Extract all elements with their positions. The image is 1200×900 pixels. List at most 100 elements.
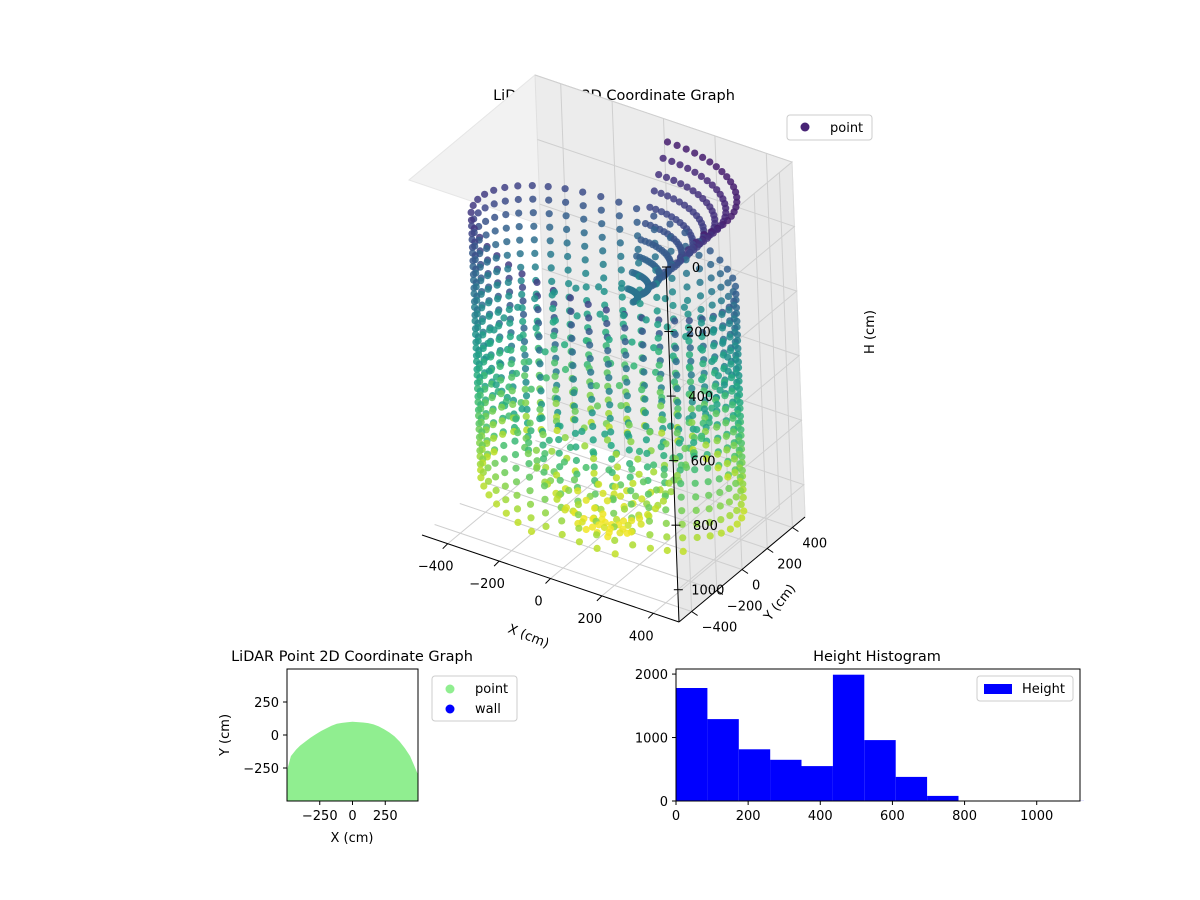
chart-3d-point xyxy=(493,281,501,289)
chart-3d-point xyxy=(650,344,658,352)
histogram-xtick-label: 1000 xyxy=(1020,809,1053,824)
chart-3d-point xyxy=(571,407,579,415)
chart-3d-point xyxy=(644,490,653,498)
chart-3d-point xyxy=(736,399,744,407)
chart-3d-point xyxy=(740,507,748,515)
chart-3d-point xyxy=(570,389,578,397)
chart-3d-point xyxy=(635,470,643,478)
chart-3d-point xyxy=(683,296,692,305)
chart-3d-point xyxy=(514,429,522,437)
chart-3d-point xyxy=(582,283,590,291)
chart-3d-point xyxy=(540,482,549,490)
chart-3d-point xyxy=(482,217,490,225)
chart-3d-point xyxy=(502,509,510,517)
chart-3d-point xyxy=(573,470,581,478)
chart-3d-point xyxy=(700,387,708,395)
chart-3d-point xyxy=(588,523,597,531)
chart-3d-point xyxy=(702,455,711,463)
chart-3d-point xyxy=(670,176,678,184)
chart-3d-point xyxy=(490,200,498,208)
chart-3d-point xyxy=(642,316,650,324)
chart-3d-xtick xyxy=(493,560,500,567)
chart-2d-ytick-label: 0 xyxy=(271,729,279,744)
chart-3d-point xyxy=(725,498,734,506)
chart-3d-ytick-label: 200 xyxy=(777,558,802,573)
chart-3d-point xyxy=(548,277,556,285)
chart-3d-point xyxy=(488,407,497,415)
chart-3d-point xyxy=(516,250,524,258)
chart-3d-point xyxy=(619,517,628,525)
chart-3d-point xyxy=(684,310,692,318)
chart-3d-point xyxy=(540,468,548,476)
chart-3d-point xyxy=(512,415,520,423)
chart-3d-point xyxy=(668,288,677,296)
chart-3d-point xyxy=(484,464,492,472)
chart-3d-point xyxy=(502,211,510,219)
chart-3d-point xyxy=(568,334,576,343)
chart-3d-point xyxy=(624,521,632,529)
chart-3d-point xyxy=(572,443,580,451)
chart-3d-point xyxy=(509,400,517,408)
chart-3d-point xyxy=(551,359,559,367)
chart-3d-point xyxy=(518,304,526,312)
chart-3d-point xyxy=(582,525,590,534)
chart-3d-point xyxy=(721,392,729,400)
chart-3d-point xyxy=(667,422,675,430)
chart-3d-point xyxy=(739,480,747,488)
chart-3d-point xyxy=(675,439,683,447)
chart-3d-point xyxy=(728,401,737,409)
chart-3d-point xyxy=(674,412,682,420)
chart-3d-point xyxy=(667,488,675,496)
chart-3d-point xyxy=(606,401,614,409)
chart-3d-point xyxy=(634,245,642,253)
chart-3d-point xyxy=(710,342,718,350)
chart-3d-point xyxy=(494,295,502,303)
chart-3d-point xyxy=(722,432,730,440)
chart-3d-point xyxy=(591,504,599,512)
chart-3d-point xyxy=(617,402,625,410)
chart-3d-point xyxy=(590,463,598,471)
chart-3d-point xyxy=(704,478,712,486)
histogram-xtick-label: 200 xyxy=(736,809,761,824)
chart-3d-point xyxy=(687,357,695,365)
chart-3d-point xyxy=(622,365,630,373)
chart-3d-point xyxy=(659,416,667,424)
chart-3d-point xyxy=(735,385,744,393)
chart-3d-xtick xyxy=(647,612,654,619)
chart-3d-point xyxy=(613,463,622,471)
chart-3d-point xyxy=(580,215,588,223)
chart-3d-point xyxy=(569,362,577,370)
chart-3d-point xyxy=(731,469,739,477)
chart-3d-point xyxy=(683,183,691,191)
chart-3d-point xyxy=(488,394,496,402)
histogram-ytick-label: 1000 xyxy=(635,732,668,747)
chart-3d-point xyxy=(697,172,706,180)
chart-3d-point xyxy=(722,419,730,427)
histogram-legend-swatch xyxy=(984,684,1012,694)
chart-3d-point xyxy=(684,324,693,332)
chart-3d-point xyxy=(645,504,653,512)
chart-3d-point xyxy=(473,379,482,387)
chart-3d-point xyxy=(736,412,745,420)
chart-3d-point xyxy=(705,491,713,499)
chart-3d-point xyxy=(492,486,500,494)
chart-3d-point xyxy=(593,531,601,539)
chart-3d-point xyxy=(723,446,731,454)
chart-3d-point xyxy=(514,195,522,204)
chart-histogram: Height Histogram 0 200 400 600 800 1000 0 1000 2… xyxy=(635,649,1084,824)
chart-3d-ytick-label: 0 xyxy=(752,579,760,594)
chart-3d-point xyxy=(579,202,587,210)
chart-3d-gridline-z xyxy=(537,139,796,332)
chart-3d-point xyxy=(607,441,615,450)
chart-3d-point xyxy=(605,387,613,395)
chart-3d-point xyxy=(573,312,581,320)
chart-3d-point xyxy=(681,229,689,237)
chart-3d-point xyxy=(659,154,667,162)
chart-2d: LiDAR Point 2D Coordinate Graph −250 0 250… xyxy=(218,649,518,846)
chart-3d-point xyxy=(533,278,541,286)
chart-3d-point xyxy=(705,505,713,513)
chart-3d-point xyxy=(519,297,527,305)
chart-3d-point xyxy=(685,337,693,345)
chart-3d-point xyxy=(737,487,745,495)
chart-3d-point xyxy=(660,471,668,479)
